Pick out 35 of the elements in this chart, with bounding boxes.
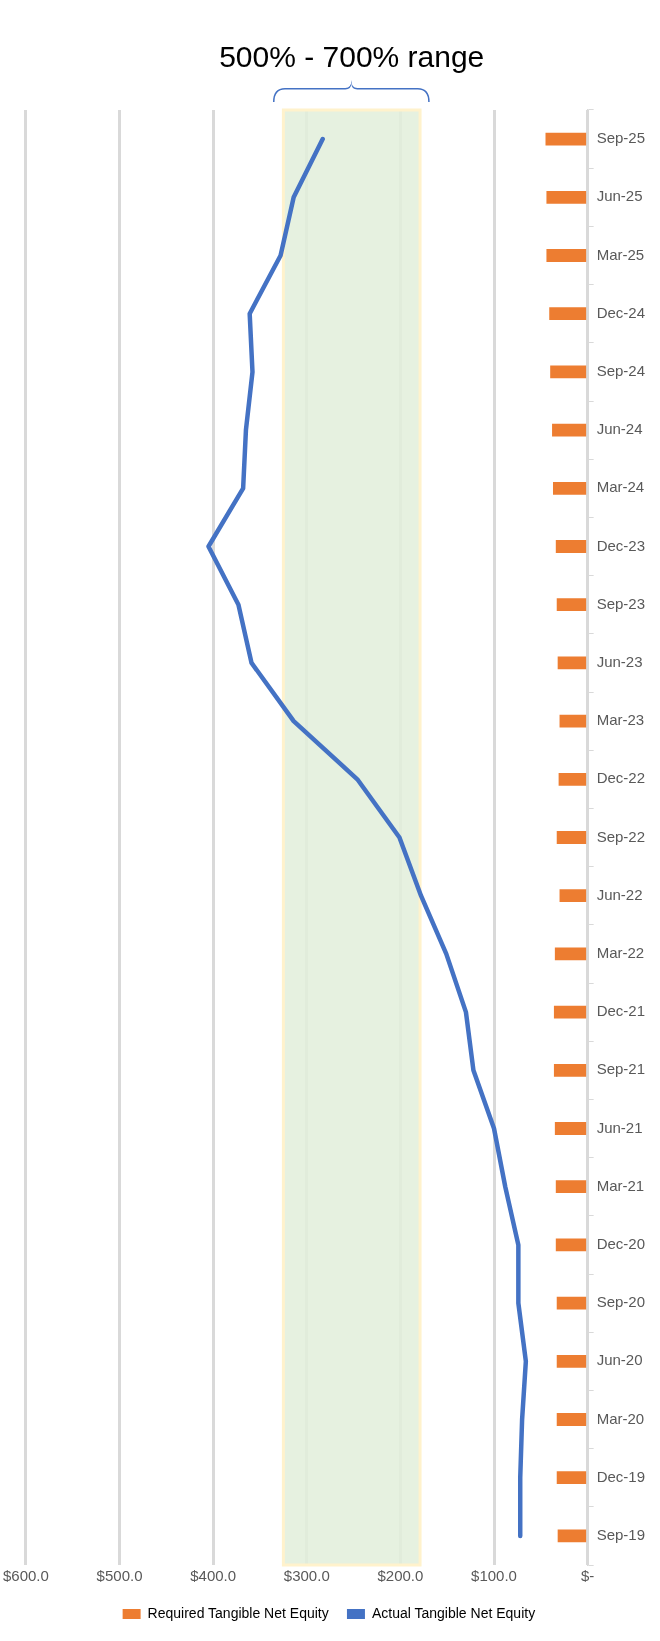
y-tick-label: Mar-21: [596, 1176, 645, 1194]
y-tick-label: Sep-19: [596, 1526, 646, 1544]
y-tick-label: Sep-23: [596, 594, 646, 612]
y-tick-label: Dec-19: [596, 1467, 645, 1485]
x-tick-label: $-: [580, 1567, 595, 1585]
y-tick-label: Sep-20: [596, 1293, 646, 1311]
y-tick-label: Jun-23: [596, 653, 643, 671]
y-tick-label: Dec-20: [596, 1235, 645, 1253]
y-tick-label: Mar-23: [596, 711, 645, 729]
y-tick-label: Sep-22: [596, 827, 646, 845]
y-tick-label: Mar-20: [596, 1409, 645, 1427]
y-tick-label: Dec-21: [596, 1002, 645, 1020]
y-tick-label: Sep-21: [596, 1060, 646, 1078]
y-tick-label: Jun-25: [596, 187, 643, 205]
y-tick-label: Sep-25: [596, 129, 646, 147]
y-tick-label: Mar-24: [596, 478, 645, 496]
y-tick-label: Jun-22: [596, 885, 643, 903]
legend-label: Actual Tangible Net Equity: [371, 1604, 536, 1621]
y-tick-label: Jun-20: [596, 1351, 643, 1369]
band-label: 500% - 700% range: [219, 40, 485, 74]
y-tick-label: Mar-22: [596, 944, 645, 962]
y-tick-label: Sep-24: [596, 362, 646, 380]
x-tick-label: $400.0: [190, 1567, 237, 1585]
y-tick-label: Mar-25: [596, 245, 645, 263]
y-tick-label: Dec-22: [596, 769, 645, 787]
x-tick-label: $100.0: [471, 1567, 517, 1585]
y-tick-label: Jun-24: [596, 420, 643, 438]
x-tick-label: $200.0: [377, 1567, 424, 1585]
y-tick-label: Jun-21: [596, 1118, 643, 1136]
legend-label: Required Tangible Net Equity: [147, 1604, 329, 1621]
x-tick-label: $300.0: [283, 1567, 330, 1585]
x-tick-label: $500.0: [96, 1567, 143, 1585]
y-tick-label: Dec-23: [596, 536, 645, 554]
x-tick-label: $600.0: [2, 1567, 49, 1585]
y-tick-label: Dec-24: [596, 303, 645, 321]
